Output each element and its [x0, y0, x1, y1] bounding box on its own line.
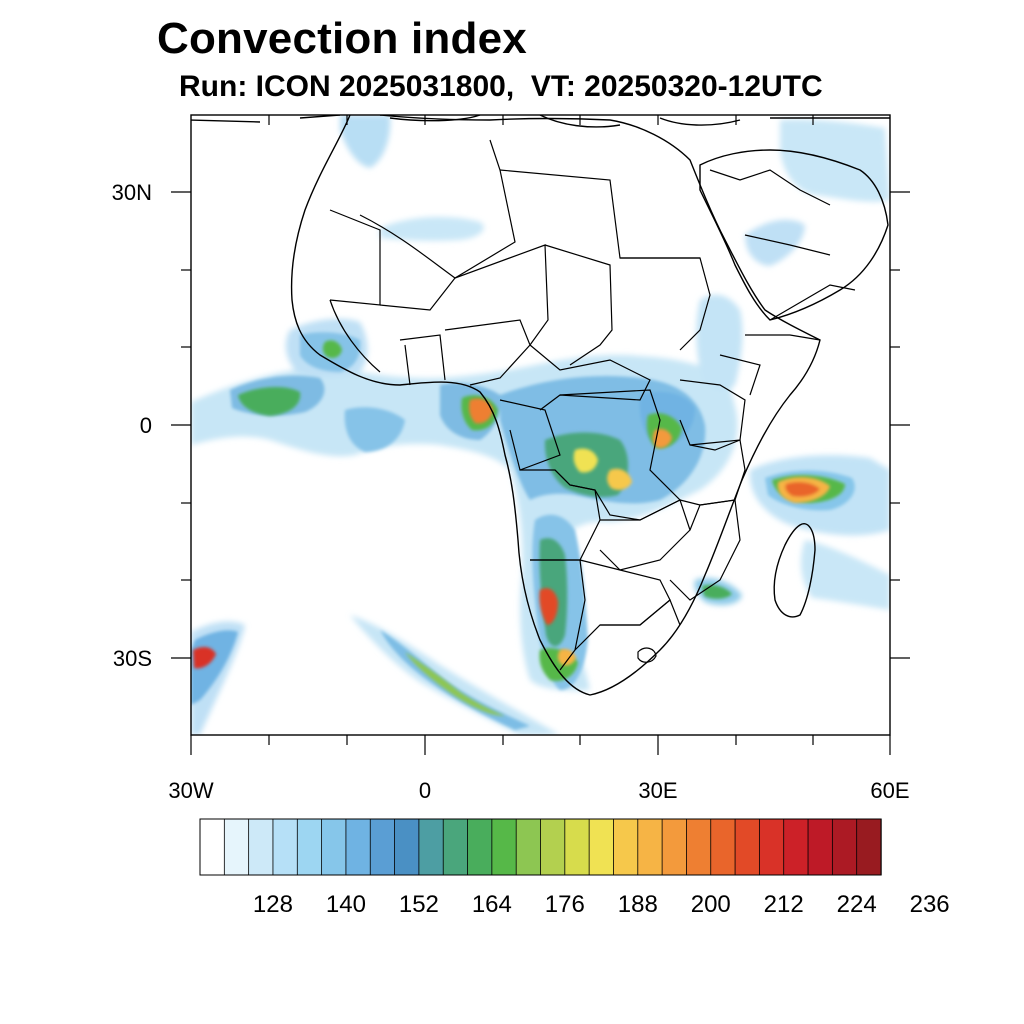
map-title: Convection index — [157, 14, 527, 63]
field-core-indian-red — [785, 481, 820, 497]
border-chad-sudan — [544, 244, 613, 366]
colorbar-swatch — [515, 818, 542, 876]
coastlines — [191, 115, 890, 696]
colorbar-swatch — [321, 818, 347, 876]
border-congo — [499, 399, 561, 471]
colorbar-frame — [199, 818, 882, 876]
colorbar-swatch — [807, 818, 834, 876]
colorbar-swatch — [248, 818, 274, 876]
colorbar-tick-label: 176 — [545, 891, 585, 918]
colorbar-tick-label: 200 — [691, 891, 731, 918]
field-green-west — [238, 386, 301, 416]
field-madagascar-sw — [800, 540, 890, 610]
colorbar-tick-label: 224 — [837, 891, 877, 918]
madagascar-outline — [773, 523, 816, 618]
africa-coastline — [290, 115, 821, 696]
lon-label-30w: 30W — [168, 778, 213, 803]
field-core-angola — [539, 588, 558, 625]
colorbar-swatch — [540, 818, 566, 876]
border-algeria — [359, 139, 516, 279]
colorbar-swatch — [369, 818, 396, 876]
colorbar-swatch — [296, 818, 323, 876]
colorbar-swatch — [394, 818, 420, 876]
field-core-saf — [557, 648, 576, 666]
field-east-africa — [696, 294, 743, 392]
border-south-africa — [574, 599, 681, 651]
colorbar-tick-label: 212 — [764, 891, 804, 918]
colorbar-swatch — [223, 818, 250, 876]
border-sudan-ethiopia — [620, 257, 711, 351]
colorbar-swatch — [734, 818, 761, 876]
lon-label-30e: 30E — [638, 778, 677, 803]
colorbar-swatch — [467, 818, 493, 876]
field-green-moz — [702, 584, 732, 599]
border-mozambique — [669, 499, 741, 601]
lat-label-30s: 30S — [113, 646, 152, 671]
arabia-outline — [699, 149, 889, 321]
field-morocco — [340, 115, 391, 168]
axis-ticks — [171, 115, 910, 755]
border-tanzania — [679, 439, 746, 506]
lon-label-0: 0 — [419, 778, 431, 803]
lon-label-60e: 60E — [870, 778, 909, 803]
colorbar-swatch — [758, 818, 785, 876]
colorbar-swatch — [856, 818, 882, 876]
colorbar-tick-label: 152 — [399, 891, 439, 918]
convection-field — [191, 115, 890, 735]
field-core-congo — [573, 448, 598, 473]
border-arabia — [744, 234, 856, 321]
colorbar-swatch — [710, 818, 736, 876]
colorbar-swatch — [783, 818, 809, 876]
field-atlantic-blob2 — [344, 407, 405, 452]
colorbar-swatch — [272, 818, 298, 876]
colorbar-tick-label: 140 — [326, 891, 366, 918]
colorbar-swatch — [345, 818, 371, 876]
colorbar — [199, 818, 882, 876]
colorbar-swatch — [831, 818, 858, 876]
colorbar-tick-label: 164 — [472, 891, 512, 918]
colorbar-tick-label: 236 — [910, 891, 950, 918]
border-sahel — [329, 209, 381, 306]
colorbar-swatch — [637, 818, 663, 876]
colorbar-swatch — [199, 818, 226, 876]
border-westafrica — [329, 299, 446, 386]
colorbar-swatch — [442, 818, 469, 876]
field-core-gabon — [469, 398, 493, 424]
colorbar-labels: 128 140 152 164 176 188 200 212 224 236 — [253, 891, 950, 918]
map-subtitle: Run: ICON 2025031800, VT: 20250320-12UTC — [179, 70, 823, 103]
field-sahara-band — [380, 216, 484, 241]
colorbar-swatch — [613, 818, 639, 876]
country-borders — [329, 139, 856, 671]
border-horn — [719, 334, 821, 396]
colorbar-swatch — [418, 818, 444, 876]
colorbar-swatch — [588, 818, 615, 876]
field-arabia — [745, 219, 805, 266]
field-south-atlantic-band — [350, 615, 560, 735]
colorbar-swatch — [686, 818, 712, 876]
field-core-sw-atlantic — [193, 646, 216, 669]
field-core-congo2 — [607, 468, 632, 490]
colorbar-swatch — [564, 818, 590, 876]
colorbar-tick-label: 188 — [618, 891, 658, 918]
border-lesotho — [637, 647, 657, 663]
field-south-atlantic-core — [380, 630, 530, 730]
europe-coast — [191, 115, 890, 128]
lat-label-0: 0 — [140, 413, 152, 438]
border-mali-niger — [379, 244, 549, 346]
border-middle-east — [709, 169, 831, 206]
colorbar-swatch — [661, 818, 688, 876]
lat-label-30n: 30N — [112, 180, 152, 205]
colorbar-swatch — [491, 818, 517, 876]
field-core-westafrica — [322, 340, 342, 358]
colorbar-tick-label: 128 — [253, 891, 293, 918]
